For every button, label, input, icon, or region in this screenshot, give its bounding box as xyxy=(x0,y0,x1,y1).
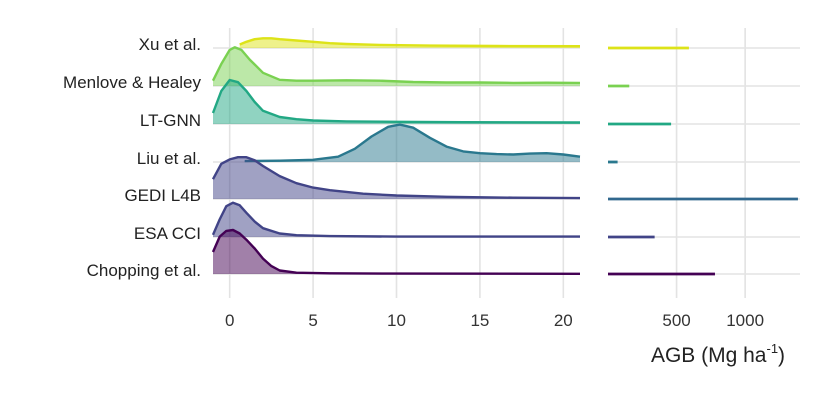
ridge-fill-lt-gnn xyxy=(213,80,580,124)
ridge-fill-xu-et-al xyxy=(239,38,580,48)
ridge-fill-esa-cci xyxy=(213,202,580,237)
category-label: Chopping et al. xyxy=(87,261,201,280)
range-x-tick-label: 500 xyxy=(662,311,690,330)
range-x-tick-label: 1000 xyxy=(726,311,764,330)
x-tick-label: 10 xyxy=(387,311,406,330)
ridge-fill-liu-et-al xyxy=(244,124,580,162)
ridge-line-lt-gnn xyxy=(211,78,581,124)
density-ridges-panel xyxy=(211,37,581,275)
category-label: LT-GNN xyxy=(140,111,201,130)
x-axis-label: AGB (Mg ha-1) xyxy=(651,341,785,367)
ridge-fill-chopping-et-al xyxy=(213,230,580,274)
ridge-line-liu-et-al xyxy=(244,123,581,163)
category-labels: Xu et al. Menlove & Healey LT-GNN Liu et al… xyxy=(63,35,201,280)
category-label: Liu et al. xyxy=(137,149,201,168)
x-tick-label: 0 xyxy=(225,311,234,330)
ridge-fill-gedi-l4b xyxy=(213,157,580,199)
category-label: GEDI L4B xyxy=(124,186,201,205)
ridge-line-menlove-healey xyxy=(211,46,581,85)
ridge-line-gedi-l4b xyxy=(211,156,581,200)
tick-labels: 0 5 10 15 20 500 1000 xyxy=(225,311,764,330)
category-label: ESA CCI xyxy=(134,224,201,243)
grid-lines xyxy=(213,28,800,298)
ridge-fill-menlove-healey xyxy=(213,47,580,86)
category-label: Xu et al. xyxy=(139,35,201,54)
ridge-line-xu-et-al xyxy=(239,37,581,48)
ridge-line-chopping-et-al xyxy=(211,228,581,275)
x-axis-label-main: AGB (Mg ha xyxy=(651,344,767,367)
x-tick-label: 20 xyxy=(554,311,573,330)
x-axis-label-close: ) xyxy=(778,344,785,367)
x-tick-label: 15 xyxy=(470,311,489,330)
ridge-line-esa-cci xyxy=(211,201,580,238)
x-tick-label: 5 xyxy=(308,311,317,330)
range-panel xyxy=(608,46,798,276)
category-label: Menlove & Healey xyxy=(63,73,201,92)
x-axis-label-superscript: -1 xyxy=(766,341,778,356)
